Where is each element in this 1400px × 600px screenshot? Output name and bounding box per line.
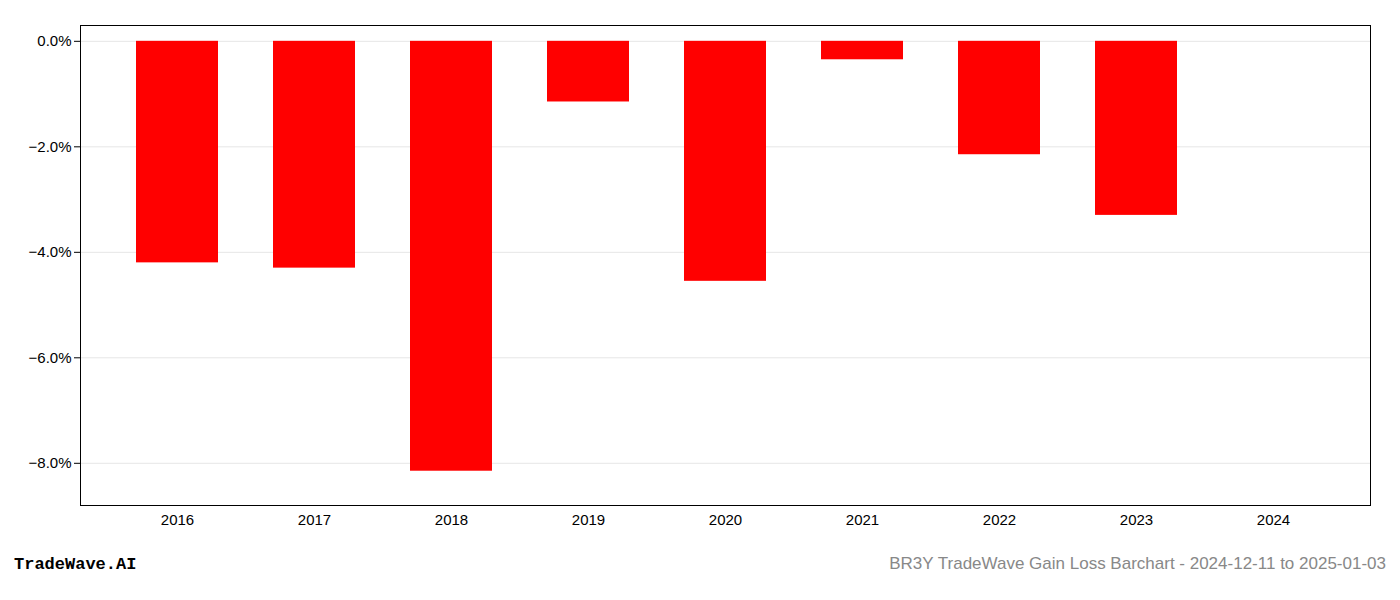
svg-text:0.0%: 0.0%: [37, 32, 71, 49]
svg-text:2020: 2020: [709, 511, 742, 528]
svg-text:2017: 2017: [298, 511, 331, 528]
svg-text:2021: 2021: [846, 511, 879, 528]
svg-text:−6.0%: −6.0%: [29, 349, 72, 366]
svg-text:−8.0%: −8.0%: [29, 454, 72, 471]
svg-text:−4.0%: −4.0%: [29, 243, 72, 260]
svg-text:2022: 2022: [983, 511, 1016, 528]
svg-text:2016: 2016: [161, 511, 194, 528]
svg-text:2024: 2024: [1257, 511, 1290, 528]
html-text:TradeWave.AI: TradeWave.AI: [14, 555, 137, 574]
svg-text:−2.0%: −2.0%: [29, 138, 72, 155]
html-text:BR3Y TradeWave Gain Loss Barch: BR3Y TradeWave Gain Loss Barchart - 2024…: [889, 554, 1386, 573]
svg-text:2018: 2018: [435, 511, 468, 528]
svg-text:2023: 2023: [1120, 511, 1153, 528]
svg-text:2019: 2019: [572, 511, 605, 528]
